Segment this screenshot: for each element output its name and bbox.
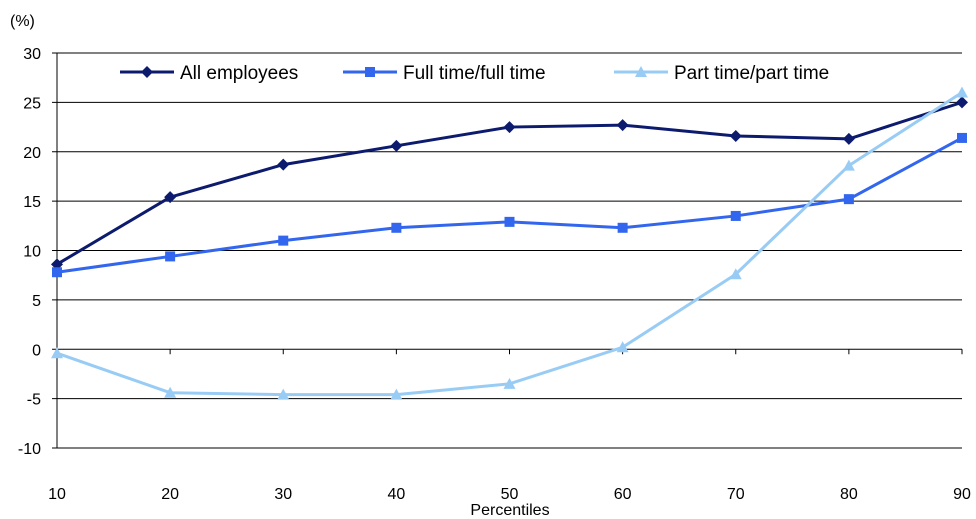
y-tick-label: 5 [32,293,41,310]
data-point [503,377,516,389]
y-tick-label: 30 [23,46,41,63]
y-tick-label: 15 [23,194,41,211]
data-point [503,121,516,134]
data-point [842,132,855,145]
series-layer [51,86,968,400]
x-axis-title: Percentiles [470,502,549,519]
data-point [730,210,741,221]
data-point [729,268,742,280]
legend-label: Full time/full time [403,63,546,84]
series-line [56,136,963,274]
x-tick-label: 90 [953,486,971,503]
data-point [277,388,290,400]
data-point [277,158,290,171]
data-point [843,194,854,205]
data-point [391,222,402,233]
y-tick-label: -5 [27,392,41,409]
data-point [390,388,403,400]
x-tick-label: 30 [274,486,292,503]
legend-background [112,56,872,88]
data-point [729,129,742,142]
legend-item: Full time/full time [343,63,546,84]
x-tick-label: 40 [387,486,405,503]
y-tick-label: 20 [23,145,41,162]
data-point [504,216,515,227]
y-axis-title: (%) [10,13,35,30]
data-point [616,119,629,132]
legend-item: Part time/part time [614,63,829,84]
legend: All employees Full time/full time Part tim… [112,56,872,88]
x-tick-label: 10 [48,486,66,503]
y-tick-label: 0 [32,342,41,359]
data-point [616,341,629,353]
data-point [52,267,62,278]
series-3 [51,86,968,400]
x-tick-label: 70 [727,486,745,503]
data-point [956,86,968,98]
legend-item: All employees [120,63,298,84]
series-2 [52,132,967,278]
legend-marker [141,66,153,78]
legend-label: All employees [180,63,298,84]
x-tick-label: 50 [501,486,519,503]
axes [52,52,963,449]
y-tick-label: 10 [23,244,41,261]
legend-marker [635,66,647,77]
data-point [956,96,968,109]
data-point [842,159,855,171]
data-point [278,235,289,246]
data-point [164,386,177,398]
tick-labels: -10 -5 0 5 10 15 20 25 30 10 20 30 40 50 60 70 80 90 [18,46,971,503]
data-point [51,347,63,359]
x-tick-label: 60 [614,486,632,503]
x-tick-label: 80 [840,486,858,503]
y-tick-label: -10 [18,441,41,458]
legend-label: Part time/part time [674,63,829,84]
data-point [617,222,628,233]
x-tick-label: 20 [161,486,179,503]
data-point [390,139,403,152]
y-tick-label: 25 [23,95,41,112]
legend-marker [365,67,375,77]
data-point [165,251,176,262]
data-point [957,132,967,143]
data-point [164,191,177,204]
